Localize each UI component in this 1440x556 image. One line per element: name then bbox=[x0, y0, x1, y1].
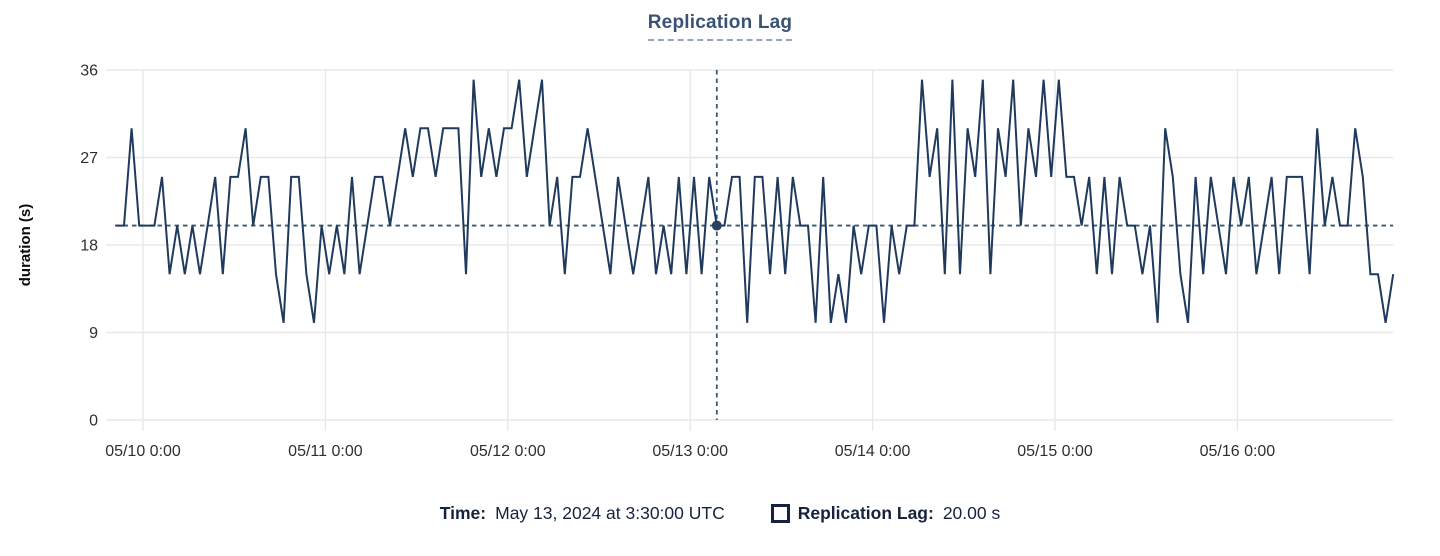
series-line bbox=[116, 79, 1395, 323]
y-tick-label: 9 bbox=[89, 325, 98, 342]
y-axis-label: duration (s) bbox=[17, 204, 34, 287]
x-tick-label: 05/15 0:00 bbox=[1017, 443, 1093, 460]
series-legend-toggle[interactable]: Replication Lag: bbox=[770, 503, 934, 524]
replication-lag-chart[interactable]: 0 9 18 27 36 05/10 0:00 05/11 0:00 05/12 0:00 05… bbox=[0, 0, 1440, 480]
tooltip-time-label: Time: bbox=[439, 503, 487, 523]
x-tick-label: 05/11 0:00 bbox=[288, 443, 363, 460]
y-tick-label: 36 bbox=[80, 63, 98, 80]
x-tick-label: 05/12 0:00 bbox=[470, 443, 546, 460]
chart-title[interactable]: Replication Lag bbox=[647, 12, 793, 41]
tooltip-series-label: Replication Lag: bbox=[797, 503, 934, 523]
x-tick-label: 05/14 0:00 bbox=[835, 443, 911, 460]
chart-title-wrap: Replication Lag bbox=[0, 12, 1440, 41]
y-tick-label: 18 bbox=[80, 238, 98, 255]
tooltip-legend-row: Time: May 13, 2024 at 3:30:00 UTC Replic… bbox=[0, 503, 1440, 524]
x-tick-label: 05/16 0:00 bbox=[1200, 443, 1276, 460]
series-swatch-icon[interactable] bbox=[770, 504, 790, 523]
x-tick-label: 05/10 0:00 bbox=[105, 443, 181, 460]
y-tick-label: 0 bbox=[89, 413, 98, 430]
y-tick-label: 27 bbox=[80, 150, 98, 167]
legend-spacer bbox=[725, 513, 771, 514]
tooltip-time-value: May 13, 2024 at 3:30:00 UTC bbox=[495, 503, 725, 523]
x-tick-label: 05/13 0:00 bbox=[652, 443, 728, 460]
tooltip-series-value: 20.00 s bbox=[942, 503, 1001, 523]
hover-point-marker bbox=[711, 220, 722, 231]
